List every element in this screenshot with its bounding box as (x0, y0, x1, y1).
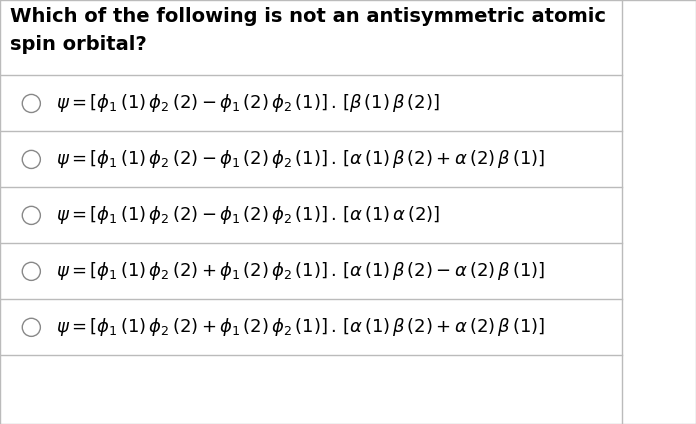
Text: $\psi = [\phi_1\,(1)\,\phi_2\,(2) - \phi_1\,(2)\,\phi_2\,(1)]\,\boldsymbol{.}\,[: $\psi = [\phi_1\,(1)\,\phi_2\,(2) - \phi… (56, 204, 440, 226)
Text: Which of the following is not an antisymmetric atomic: Which of the following is not an antisym… (10, 7, 606, 26)
Text: $\psi = [\phi_1\,(1)\,\phi_2\,(2) + \phi_1\,(2)\,\phi_2\,(1)]\,\boldsymbol{.}\,[: $\psi = [\phi_1\,(1)\,\phi_2\,(2) + \phi… (56, 260, 545, 282)
Text: spin orbital?: spin orbital? (10, 35, 147, 54)
Text: $\psi = [\phi_1\,(1)\,\phi_2\,(2) + \phi_1\,(2)\,\phi_2\,(1)]\,\boldsymbol{.}\,[: $\psi = [\phi_1\,(1)\,\phi_2\,(2) + \phi… (56, 316, 545, 338)
Text: $\psi = [\phi_1\,(1)\,\phi_2\,(2) - \phi_1\,(2)\,\phi_2\,(1)]\,\boldsymbol{.}\,[: $\psi = [\phi_1\,(1)\,\phi_2\,(2) - \phi… (56, 148, 545, 170)
Text: $\psi = [\phi_1\,(1)\,\phi_2\,(2) - \phi_1\,(2)\,\phi_2\,(1)]\,\boldsymbol{.}\,[: $\psi = [\phi_1\,(1)\,\phi_2\,(2) - \phi… (56, 92, 439, 114)
